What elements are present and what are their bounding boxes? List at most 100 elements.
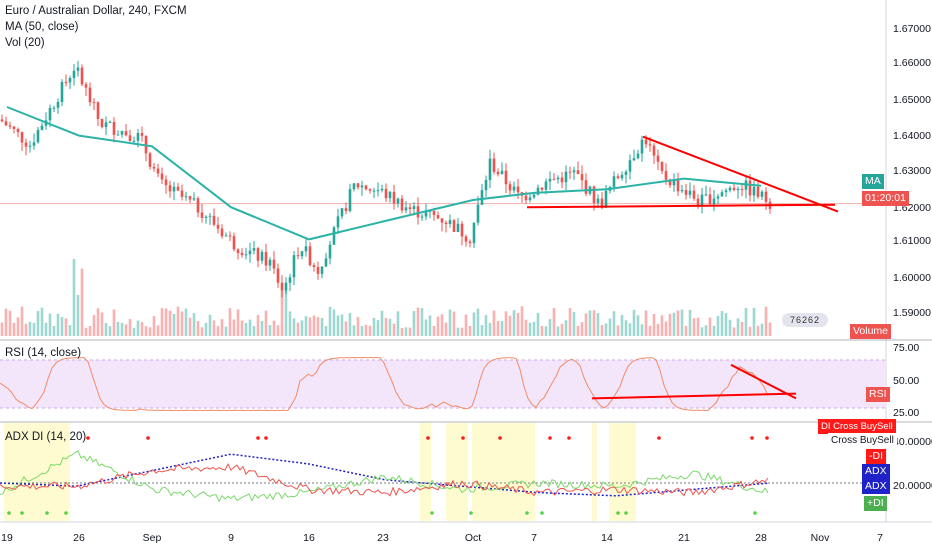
candle-body [120,131,124,135]
candle-body [460,223,464,237]
volume-bar [300,320,304,336]
visitor-badge: 76262 [782,313,828,327]
volume-bar [68,325,72,336]
candle-body [380,188,384,191]
volume-legend: Vol (20) [5,37,45,49]
candle-body [616,176,620,179]
buy-marker [525,511,529,515]
candle-body [424,211,428,217]
candle-body [388,191,392,199]
volume-bar [272,320,276,336]
volume-bar [656,323,660,336]
volume-bar [616,325,620,336]
time-label: 21 [678,532,690,544]
candle-body [236,249,240,254]
candle-body [24,142,28,147]
volume-bar [120,322,124,336]
candle-body [700,194,704,206]
rsi-legend: RSI (14, close) [5,347,82,359]
price-tick: 1.66000 [893,57,931,69]
volume-bar [196,321,200,336]
volume-bar [644,310,648,336]
candle-body [108,121,112,123]
volume-bar [216,326,220,336]
plus-di-line [0,450,769,503]
volume-bar [728,319,732,336]
candle-body [304,246,308,252]
volume-bar [200,327,204,336]
candle-body [476,204,480,223]
candle-body [28,145,32,147]
candle-body [84,84,88,88]
volume-bar [612,311,616,336]
volume-bar [208,314,212,336]
volume-bar [620,314,624,336]
volume-bar [144,326,148,336]
candle-body [536,187,540,195]
volume-bar [96,308,100,336]
volume-bar [592,310,596,336]
volume-bar [576,325,580,336]
candle-body [496,171,500,175]
sell-marker [750,436,754,440]
volume-bar [148,327,152,336]
candle-body [764,191,768,202]
candle-body [4,121,8,126]
candle-body [372,190,376,192]
volume-bar [500,321,504,336]
volume-bar [304,316,308,336]
candle-body [428,210,432,212]
candle-body [224,235,228,237]
volume-bar [400,327,404,336]
candle-body [248,250,252,255]
volume-bar [548,319,552,336]
candle-body [40,125,44,130]
candle-body [164,179,168,186]
buy-marker [45,511,49,515]
volume-bar [160,308,164,336]
volume-bar [632,309,636,336]
candle-body [400,198,404,211]
candle-body [336,216,340,228]
volume-bar [156,325,160,336]
candle-body [748,180,752,196]
volume-bar [84,327,88,336]
rsi-resistance-trendline [730,363,797,400]
volume-bar [236,309,240,336]
volume-bar [496,321,500,336]
candle-body [640,139,644,154]
time-label: 9 [228,532,234,544]
candle-body [332,227,336,245]
candle-body [148,153,152,167]
candle-body [312,265,316,268]
candle-body [188,196,192,200]
candle-body [268,259,272,266]
volume-bar [724,313,728,336]
candle-body [668,179,672,186]
volume-bar [128,319,132,336]
volume-bar [708,317,712,336]
price-tick: 1.65000 [893,94,931,106]
volume-bar [92,315,96,336]
candle-body [256,248,260,261]
volume-bar [764,306,768,336]
volume-bar [16,317,20,336]
candle-body [692,190,696,199]
sell-marker [498,436,502,440]
volume-bar [684,325,688,336]
volume-bar [368,325,372,336]
rsi-tick: 75.00 [893,342,920,354]
ma-legend: MA (50, close) [5,21,79,33]
volume-bar [308,317,312,336]
volume-axis-tag: Volume [850,324,892,339]
volume-bar [296,322,300,336]
candle-body [308,246,312,266]
plus-di-tag: +DI [864,496,887,511]
candle-body [752,186,756,196]
candle-body [636,153,640,159]
volume-bar [732,327,736,336]
di-cross-tag: DI Cross BuySell [818,419,896,434]
candle-body [32,142,36,146]
candle-body [732,187,736,191]
